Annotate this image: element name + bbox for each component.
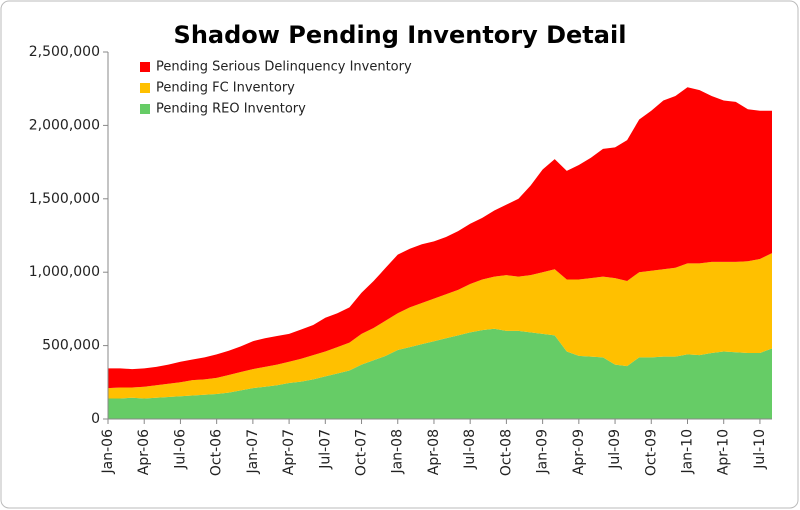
x-tick-label: Apr-10 [716,429,732,475]
legend-swatch [140,83,150,93]
area [108,87,772,389]
x-tick-label: Jul-08 [462,429,478,470]
x-tick-label: Jan-08 [390,429,406,474]
y-tick-label: 1,000,000 [29,264,100,280]
x-tick-label: Oct-06 [209,429,225,476]
x-tick-label: Oct-09 [643,429,659,476]
x-tick-label: Apr-07 [281,429,297,475]
x-tick-label: Jan-07 [245,429,261,474]
y-tick-label: 2,000,000 [29,117,100,133]
legend-swatch [140,62,150,72]
x-tick-label: Jan-09 [535,429,551,474]
x-tick-label: Jan-06 [100,429,116,475]
y-tick-label: 0 [91,411,100,427]
x-tick-label: Jul-06 [172,429,188,470]
area [108,253,772,399]
x-tick-label: Jul-09 [607,429,623,470]
x-tick-label: Apr-06 [136,429,152,475]
chart-title: Shadow Pending Inventory Detail [174,21,627,49]
x-tick-label: Oct-07 [354,429,370,476]
legend-swatch [140,104,150,114]
x-tick-label: Jul-10 [752,429,768,470]
x-tick-label: Apr-08 [426,429,442,475]
x-tick-label: Jan-10 [679,429,695,474]
x-tick-label: Oct-08 [498,429,514,476]
legend-label: Pending FC Inventory [156,81,295,96]
x-tick-label: Jul-07 [317,429,333,470]
area [108,328,772,419]
legend-label: Pending REO Inventory [156,102,306,117]
y-tick-label: 1,500,000 [29,191,100,207]
legend-label: Pending Serious Delinquency Inventory [156,60,412,75]
y-tick-label: 500,000 [42,338,100,354]
x-tick-label: Apr-09 [571,429,587,475]
y-tick-label: 2,500,000 [29,44,100,60]
